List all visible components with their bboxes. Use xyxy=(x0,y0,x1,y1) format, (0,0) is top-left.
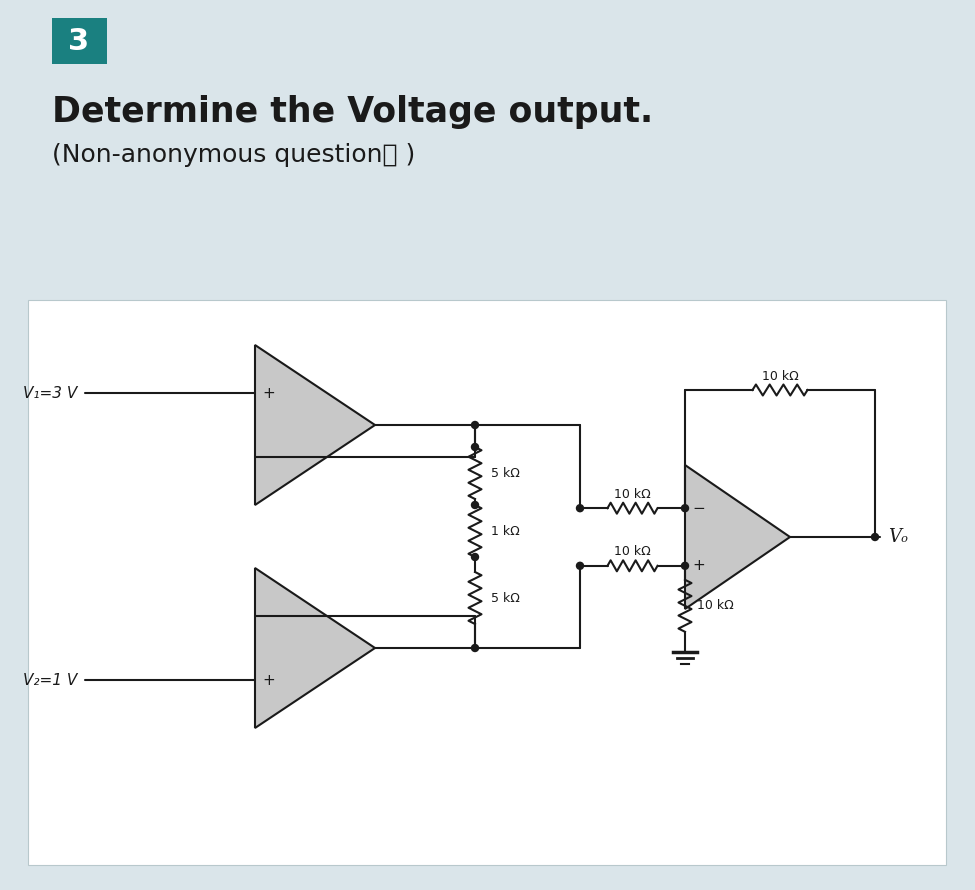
FancyBboxPatch shape xyxy=(28,300,946,865)
Text: −: − xyxy=(692,501,705,515)
Circle shape xyxy=(682,505,688,512)
Text: (Non-anonymous questionⓘ ): (Non-anonymous questionⓘ ) xyxy=(52,143,415,167)
Polygon shape xyxy=(255,345,375,505)
Circle shape xyxy=(576,562,583,570)
FancyBboxPatch shape xyxy=(52,18,107,64)
Text: −: − xyxy=(262,609,275,624)
Text: 1 kΩ: 1 kΩ xyxy=(490,524,520,538)
Text: +: + xyxy=(692,558,705,573)
Text: V₁=3 V: V₁=3 V xyxy=(22,385,77,400)
Circle shape xyxy=(576,505,583,512)
Text: 5 kΩ: 5 kΩ xyxy=(490,592,520,604)
Text: 10 kΩ: 10 kΩ xyxy=(614,546,651,558)
Text: Vₒ: Vₒ xyxy=(888,528,908,546)
Circle shape xyxy=(472,501,479,508)
Text: V₂=1 V: V₂=1 V xyxy=(22,673,77,687)
Circle shape xyxy=(682,562,688,570)
Circle shape xyxy=(472,443,479,450)
Text: +: + xyxy=(262,673,275,687)
Circle shape xyxy=(472,644,479,651)
Polygon shape xyxy=(685,465,790,609)
Text: 10 kΩ: 10 kΩ xyxy=(696,599,733,612)
Text: −: − xyxy=(262,449,275,465)
Text: 3: 3 xyxy=(68,27,90,55)
Text: +: + xyxy=(262,385,275,400)
Text: 5 kΩ: 5 kΩ xyxy=(490,466,520,480)
Polygon shape xyxy=(255,568,375,728)
Text: 10 kΩ: 10 kΩ xyxy=(761,369,799,383)
Circle shape xyxy=(872,533,878,540)
Text: Determine the Voltage output.: Determine the Voltage output. xyxy=(52,95,653,129)
Text: 10 kΩ: 10 kΩ xyxy=(614,488,651,501)
Circle shape xyxy=(472,422,479,428)
Circle shape xyxy=(472,554,479,561)
